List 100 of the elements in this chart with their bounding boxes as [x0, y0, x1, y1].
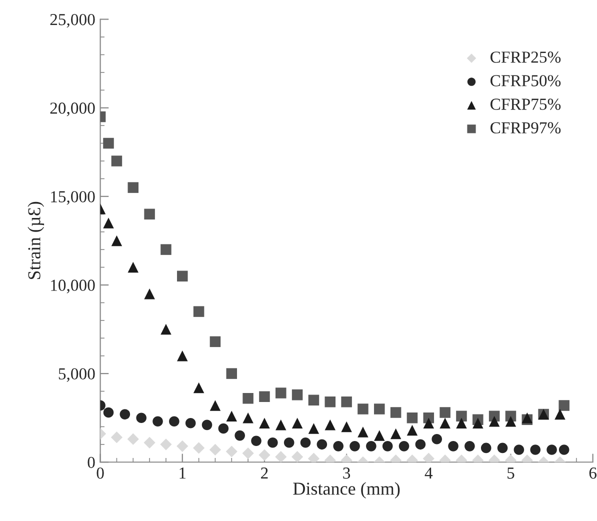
- point: [423, 418, 434, 429]
- point: [128, 262, 139, 273]
- point: [341, 396, 352, 408]
- point: [432, 434, 442, 444]
- point: [546, 444, 557, 455]
- point: [242, 392, 254, 404]
- point: [497, 442, 508, 454]
- point: [226, 410, 238, 422]
- y-axis-title: Strain (µƐ): [28, 202, 44, 280]
- point: [464, 441, 475, 452]
- legend-label: CFRP97%: [490, 122, 561, 134]
- point: [177, 350, 188, 362]
- point: [422, 452, 434, 462]
- point: [308, 394, 320, 406]
- point: [258, 449, 270, 461]
- legend-label: CFRP50%: [490, 75, 561, 86]
- point: [308, 423, 320, 434]
- point: [127, 433, 139, 445]
- point: [480, 442, 492, 454]
- point: [242, 412, 254, 424]
- point: [382, 441, 393, 452]
- point: [358, 404, 368, 414]
- point: [291, 451, 304, 462]
- point: [276, 420, 286, 430]
- point: [259, 391, 270, 402]
- point: [366, 441, 376, 452]
- point: [333, 441, 344, 452]
- point: [440, 418, 450, 429]
- y-tick-label: 10,000: [51, 280, 95, 294]
- point: [259, 418, 270, 429]
- point: [406, 412, 418, 424]
- point: [390, 407, 402, 418]
- point: [226, 446, 238, 458]
- point: [120, 409, 130, 420]
- point: [456, 410, 467, 422]
- point: [144, 208, 155, 220]
- point: [242, 447, 254, 460]
- point: [144, 288, 155, 300]
- point: [358, 426, 368, 438]
- x-tick-label: 3: [343, 468, 350, 479]
- point: [136, 412, 146, 423]
- point: [268, 437, 278, 448]
- x-tick-label: 5: [508, 468, 514, 479]
- y-tick-label: 5,000: [58, 368, 95, 382]
- point: [218, 423, 229, 434]
- point: [406, 424, 418, 436]
- x-tick-label: 6: [589, 468, 596, 479]
- x-tick-label: 2: [261, 468, 268, 479]
- point: [192, 442, 205, 454]
- x-axis-title: Distance (mm): [293, 482, 400, 498]
- point: [374, 430, 385, 441]
- point: [111, 156, 122, 166]
- point: [558, 444, 570, 455]
- point: [202, 420, 212, 430]
- point: [472, 418, 484, 429]
- point: [505, 416, 516, 427]
- point: [103, 138, 114, 149]
- point: [316, 439, 328, 450]
- point: [308, 452, 320, 462]
- point: [276, 388, 286, 398]
- point: [292, 389, 303, 400]
- point: [234, 430, 245, 441]
- point: [193, 382, 204, 394]
- y-tick-label: 25,000: [50, 14, 95, 28]
- y-tick-label: 0: [88, 456, 95, 468]
- y-tick-label: 15,000: [51, 191, 95, 205]
- point: [103, 218, 114, 228]
- point: [210, 336, 221, 348]
- point: [284, 437, 294, 448]
- x-tick-label: 1: [180, 468, 186, 479]
- point: [128, 182, 139, 193]
- point: [554, 408, 566, 420]
- point: [103, 407, 114, 418]
- x-tick-label: 0: [96, 467, 104, 479]
- x-tick-label: 4: [424, 468, 433, 479]
- point: [440, 407, 450, 418]
- point: [324, 396, 336, 408]
- point: [210, 400, 221, 411]
- point: [350, 441, 360, 452]
- point: [160, 324, 172, 335]
- point: [275, 451, 287, 462]
- y-tick-label: 20,000: [50, 102, 95, 116]
- legend-label: CFRP25%: [490, 52, 561, 63]
- point: [177, 270, 188, 282]
- point: [456, 418, 467, 429]
- point: [341, 421, 352, 432]
- point: [300, 437, 311, 448]
- point: [209, 444, 222, 456]
- point: [448, 441, 458, 452]
- point: [160, 438, 172, 450]
- point: [398, 441, 410, 452]
- point: [111, 235, 122, 246]
- point: [251, 436, 262, 446]
- point: [415, 439, 426, 450]
- point: [514, 444, 524, 455]
- point: [110, 432, 123, 444]
- point: [488, 416, 500, 427]
- point: [169, 416, 180, 427]
- point: [185, 418, 196, 428]
- point: [390, 428, 402, 440]
